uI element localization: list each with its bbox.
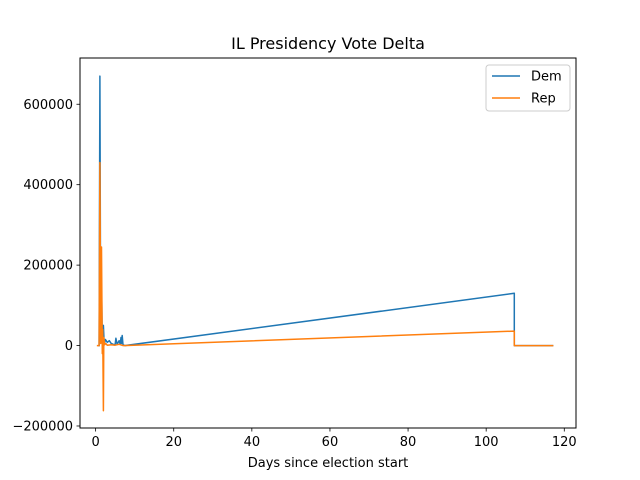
legend-label-rep: Rep: [531, 92, 556, 107]
x-tick-label: 80: [400, 435, 417, 450]
x-axis: 0 20 40 60 80 100 120: [91, 428, 577, 450]
y-tick-label: 600000: [23, 98, 73, 113]
y-tick-label: 400000: [23, 178, 73, 193]
y-axis: −200000 0 200000 400000 600000: [12, 98, 80, 434]
legend-label-dem: Dem: [531, 70, 562, 85]
plot-frame: [79, 57, 577, 429]
y-tick-label: 200000: [23, 259, 73, 274]
x-tick-label: 60: [322, 435, 339, 450]
series-line-rep: [96, 161, 554, 412]
x-axis-label: Days since election start: [248, 456, 409, 471]
x-tick-label: 20: [165, 435, 182, 450]
x-tick-label: 100: [474, 435, 499, 450]
chart-title: IL Presidency Vote Delta: [231, 34, 425, 53]
x-tick-label: 0: [91, 435, 99, 450]
legend: Dem Rep: [485, 64, 571, 112]
y-tick-label: −200000: [12, 419, 73, 434]
x-tick-label: 40: [244, 435, 261, 450]
x-tick-label: 120: [552, 435, 577, 450]
y-tick-label: 0: [65, 339, 73, 354]
plot-area: [96, 75, 554, 412]
